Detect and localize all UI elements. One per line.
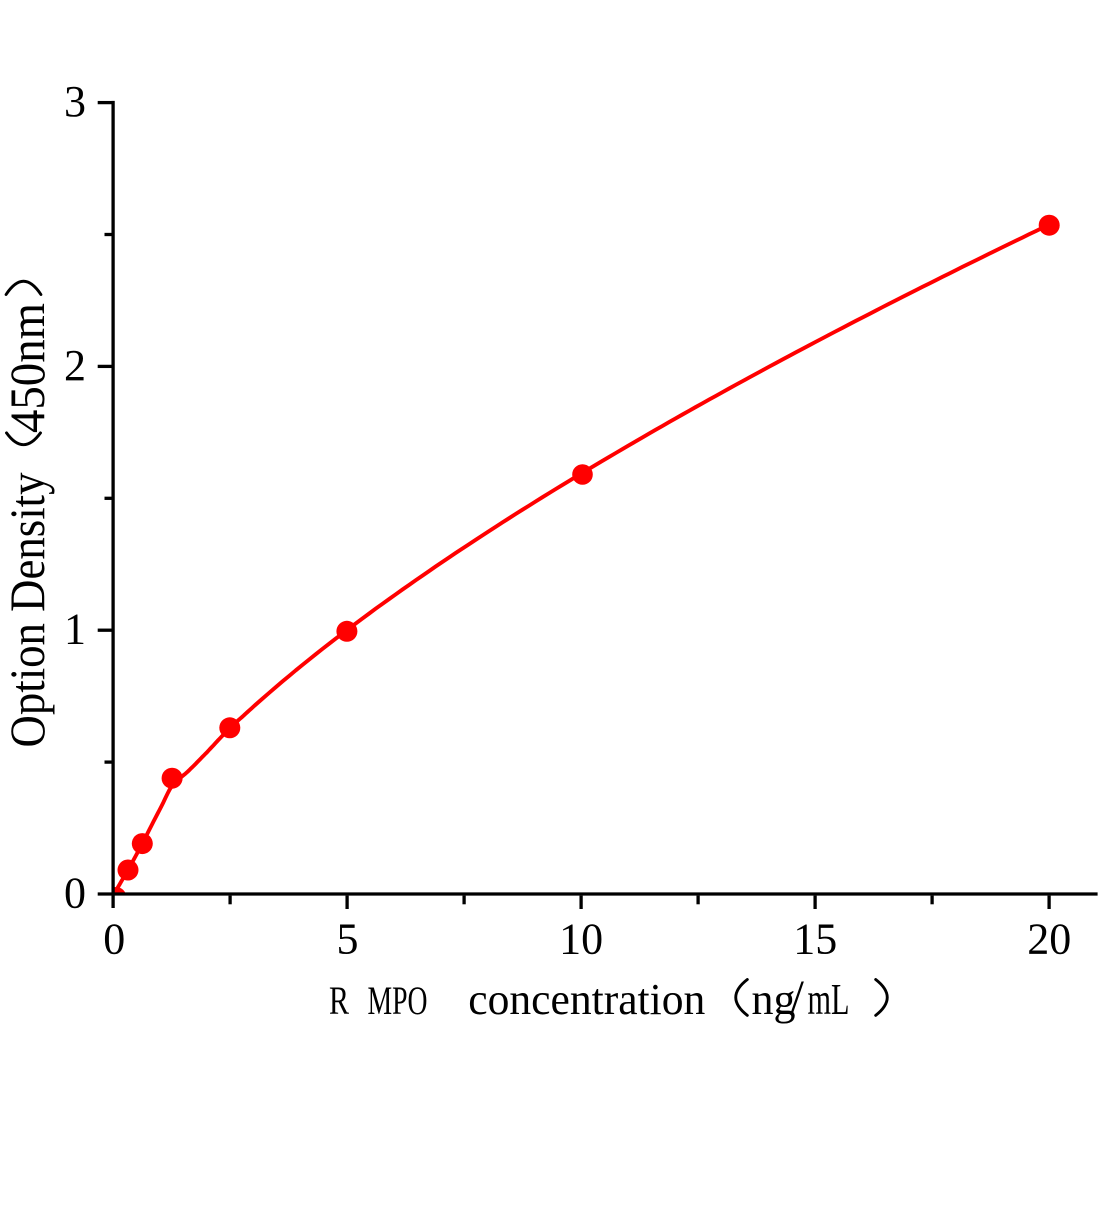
- svg-text:450nm: 450nm: [0, 303, 55, 433]
- svg-text:Option Density: Option Density: [0, 473, 55, 748]
- svg-text:1: 1: [64, 605, 86, 654]
- svg-text:5: 5: [337, 914, 359, 963]
- svg-text:20: 20: [1027, 914, 1071, 963]
- svg-text:3: 3: [64, 77, 86, 126]
- svg-text:ng: ng: [752, 975, 796, 1024]
- svg-text:concentration: concentration: [468, 975, 705, 1024]
- svg-text:R: R: [329, 978, 349, 1023]
- svg-text:10: 10: [559, 914, 603, 963]
- svg-text:MPO: MPO: [368, 978, 428, 1023]
- svg-text:/: /: [790, 969, 804, 1025]
- svg-text:15: 15: [793, 914, 837, 963]
- svg-text:mL: mL: [808, 975, 850, 1024]
- svg-text:0: 0: [64, 869, 86, 918]
- svg-text:2: 2: [64, 341, 86, 390]
- svg-text:0: 0: [103, 914, 125, 963]
